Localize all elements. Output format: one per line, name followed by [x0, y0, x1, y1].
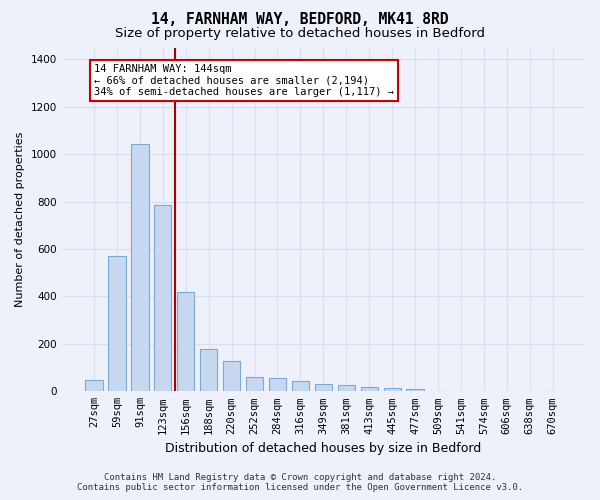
- Text: Contains HM Land Registry data © Crown copyright and database right 2024.
Contai: Contains HM Land Registry data © Crown c…: [77, 473, 523, 492]
- Y-axis label: Number of detached properties: Number of detached properties: [15, 132, 25, 307]
- Bar: [223, 361, 240, 392]
- X-axis label: Distribution of detached houses by size in Bedford: Distribution of detached houses by size …: [165, 442, 481, 455]
- Text: Size of property relative to detached houses in Bedford: Size of property relative to detached ho…: [115, 28, 485, 40]
- Text: 14 FARNHAM WAY: 144sqm
← 66% of detached houses are smaller (2,194)
34% of semi-: 14 FARNHAM WAY: 144sqm ← 66% of detached…: [94, 64, 394, 98]
- Bar: [246, 377, 263, 392]
- Bar: [383, 388, 401, 392]
- Bar: [292, 381, 309, 392]
- Bar: [131, 144, 149, 392]
- Bar: [406, 389, 424, 392]
- Bar: [338, 384, 355, 392]
- Bar: [269, 378, 286, 392]
- Bar: [109, 256, 125, 392]
- Bar: [85, 380, 103, 392]
- Bar: [315, 384, 332, 392]
- Bar: [177, 292, 194, 392]
- Bar: [361, 386, 378, 392]
- Text: 14, FARNHAM WAY, BEDFORD, MK41 8RD: 14, FARNHAM WAY, BEDFORD, MK41 8RD: [151, 12, 449, 28]
- Bar: [154, 205, 172, 392]
- Bar: [200, 349, 217, 392]
